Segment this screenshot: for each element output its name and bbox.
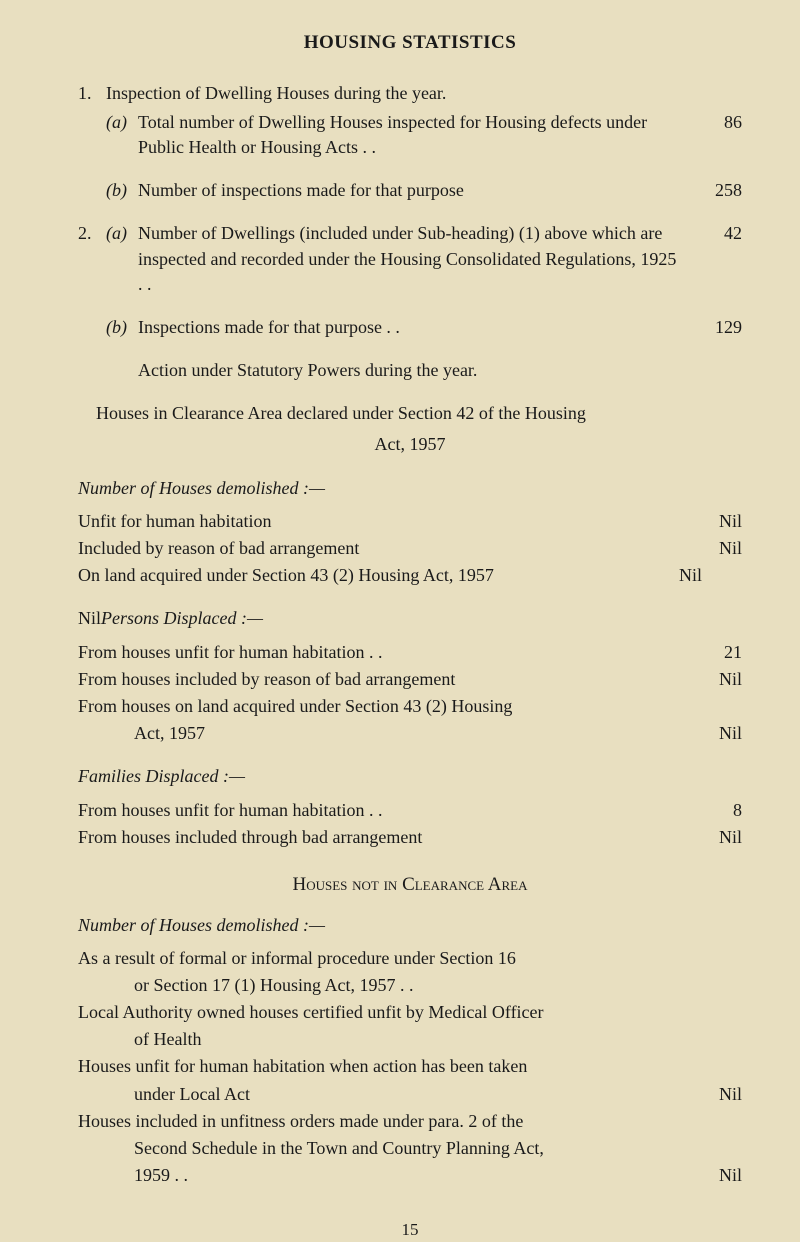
demolished-row-3: On land acquired under Section 43 (2) Ho… [78,563,742,588]
item-1b-text: Number of inspections made for that purp… [138,178,682,203]
p2-text: From houses included by reason of bad ar… [78,667,682,692]
p1-value: 21 [682,640,742,665]
p3a-text: From houses on land acquired under Secti… [78,694,742,719]
d3-value: Nil [642,563,742,588]
d1-text: Unfit for human habitation [78,509,682,534]
item-1b-value: 258 [682,178,742,203]
item-2a: 2. (a) Number of Dwellings (included und… [78,221,742,297]
item-1-intro: 1. Inspection of Dwelling Houses during … [78,81,742,106]
letter-a: (a) [106,110,138,135]
item-1a-value: 86 [682,110,742,135]
f2-text: From houses included through bad arrange… [78,825,682,850]
d1-value: Nil [682,509,742,534]
h2-row-a: Local Authority owned houses certified u… [78,1000,742,1025]
demolished2-heading: Number of Houses demolished :— [78,913,742,938]
h4b-text: Second Schedule in the Town and Country … [78,1136,742,1161]
persons-row-1: From houses unfit for human habitation .… [78,640,742,665]
clearance-heading-2: Act, 1957 [78,432,742,457]
families-row-2: From houses included through bad arrange… [78,825,742,850]
item-2b-value: 129 [682,315,742,340]
h3-value: Nil [682,1082,742,1107]
p3b-text: Act, 1957 [78,721,682,746]
h4c-text: 1959 . . [78,1163,682,1188]
item-1-intro-text: Inspection of Dwelling Houses during the… [106,81,742,106]
families-heading: Families Displaced :— [78,764,742,789]
persons-heading: NilNilPersons Displaced :—Persons Displa… [78,606,742,631]
item-2b-text: Inspections made for that purpose . . [138,315,682,340]
h3-row-b: under Local Act Nil [78,1082,742,1107]
page-title: HOUSING STATISTICS [78,30,742,57]
f2-value: Nil [682,825,742,850]
item-2b: (b) Inspections made for that purpose . … [78,315,742,340]
d2-text: Included by reason of bad arrangement [78,536,682,561]
item-2a-text: Number of Dwellings (included under Sub-… [138,221,682,297]
item-1a-text: Total number of Dwelling Houses inspecte… [138,110,682,160]
h1a-text: As a result of formal or informal proced… [78,946,742,971]
f1-value: 8 [682,798,742,823]
persons-row-3a: From houses on land acquired under Secti… [78,694,742,719]
h4-row-b: Second Schedule in the Town and Country … [78,1136,742,1161]
page-number: 15 [78,1218,742,1242]
p1-text: From houses unfit for human habitation .… [78,640,682,665]
letter-b-2: (b) [106,315,138,340]
h1-row-a: As a result of formal or informal proced… [78,946,742,971]
demolished-heading: Number of Houses demolished :— [78,476,742,501]
families-row-1: From houses unfit for human habitation .… [78,798,742,823]
h4-row-c: 1959 . . Nil [78,1163,742,1188]
h1b-text: or Section 17 (1) Housing Act, 1957 . . [78,973,742,998]
h4-value: Nil [682,1163,742,1188]
h2a-text: Local Authority owned houses certified u… [78,1000,742,1025]
h2b-text: of Health [78,1027,742,1052]
persons-row-3b: Act, 1957 Nil [78,721,742,746]
h4-row-a: Houses included in unfitness orders made… [78,1109,742,1134]
demolished-row-2: Included by reason of bad arrangement Ni… [78,536,742,561]
clearance-heading-1: Houses in Clearance Area declared under … [78,401,742,426]
item-1a: (a) Total number of Dwelling Houses insp… [78,110,742,160]
num-2: 2. [78,221,106,246]
f1-text: From houses unfit for human habitation .… [78,798,682,823]
h2-row-b: of Health [78,1027,742,1052]
h4a-text: Houses included in unfitness orders made… [78,1109,742,1134]
num-1: 1. [78,81,106,106]
letter-a-2: (a) [106,221,138,246]
h3a-text: Houses unfit for human habitation when a… [78,1054,742,1079]
item-1b: (b) Number of inspections made for that … [78,178,742,203]
p3-value: Nil [682,721,742,746]
h1-row-b: or Section 17 (1) Housing Act, 1957 . . [78,973,742,998]
letter-b: (b) [106,178,138,203]
not-in-clearance-heading: Houses not in Clearance Area [78,872,742,899]
d3-text: On land acquired under Section 43 (2) Ho… [78,563,642,588]
item-2a-value: 42 [682,221,742,246]
h3b-text: under Local Act [78,1082,682,1107]
h3-row-a: Houses unfit for human habitation when a… [78,1054,742,1079]
d2-value: Nil [682,536,742,561]
persons-row-2: From houses included by reason of bad ar… [78,667,742,692]
demolished-row-1: Unfit for human habitation Nil [78,509,742,534]
action-line: Action under Statutory Powers during the… [78,358,742,383]
p2-value: Nil [682,667,742,692]
